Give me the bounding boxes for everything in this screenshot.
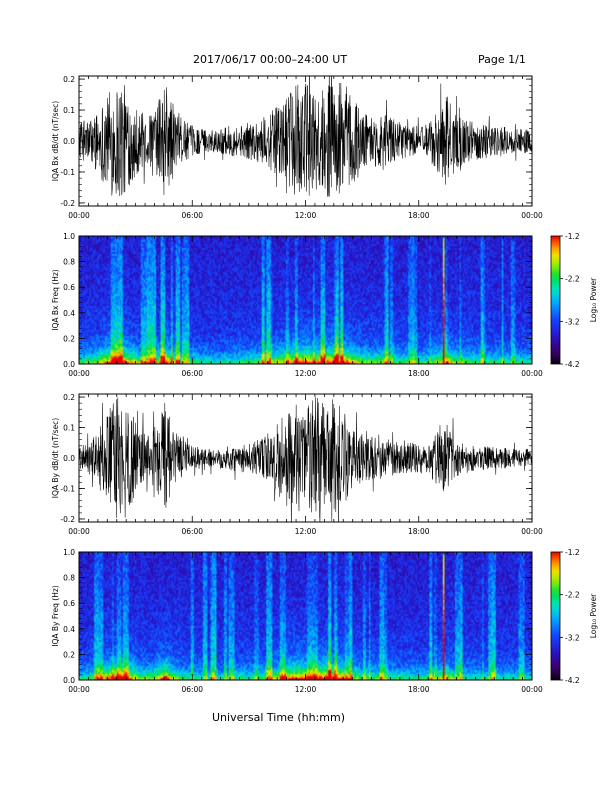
y-tick-label: 0.0 [63,137,75,146]
y-tick-label: -0.2 [60,515,75,524]
y-tick-label: 0.1 [63,106,75,115]
colorbar-title: Log₁₀ Power [589,277,598,322]
colorbar-title: Log₁₀ Power [589,593,598,638]
y-tick-label: 0.2 [63,334,75,343]
spectrogram-image [79,552,532,680]
y-tick-label: 0.0 [63,676,75,685]
y-tick-label: 0.6 [63,283,75,292]
colorbar-2: -1.2 -2.2 -3.2 -4.2 Log₁₀ Power [550,232,598,369]
y-tick-label: 0.1 [63,424,75,433]
colorbar-tick-label: -2.2 [565,275,580,284]
colorbar-4: -1.2 -2.2 -3.2 -4.2 Log₁₀ Power [550,548,598,685]
x-tick-label: 00:00 [521,527,543,536]
colorbar-scale [550,235,561,365]
y-tick-label: 0.6 [63,599,75,608]
y-tick-label: -0.1 [60,168,75,177]
y-tick-label: -0.2 [60,199,75,208]
x-tick-label: 12:00 [295,369,317,378]
y-axis-title: IQA Bx Freq (Hz) [51,269,60,331]
plot-frame [78,75,533,207]
x-tick-label: 18:00 [408,527,430,536]
x-tick-label: 00:00 [68,369,90,378]
y-tick-label: 1.0 [63,232,75,241]
panel-2-axes: 00:00 06:00 12:00 18:00 00:000.00.20.40.60.8… [51,232,543,378]
y-tick-label: 1.0 [63,548,75,557]
y-tick-label: 0.8 [63,258,75,267]
colorbar-tick-label: -1.2 [565,548,580,557]
x-tick-label: 00:00 [68,685,90,694]
x-tick-label: 00:00 [521,369,543,378]
x-tick-label: 18:00 [408,211,430,220]
x-tick-label: 12:00 [295,211,317,220]
y-tick-label: 0.0 [63,454,75,463]
colorbar-tick-label: -3.2 [565,317,580,326]
y-tick-label: 0.4 [63,625,75,634]
trace-line [79,397,532,522]
x-tick-label: 18:00 [408,369,430,378]
x-axis-title: Universal Time (hh:mm) [212,711,345,724]
x-tick-label: 06:00 [181,527,203,536]
y-tick-label: 0.0 [63,360,75,369]
x-tick-label: 18:00 [408,685,430,694]
panel-1-trace [79,76,532,197]
y-axis-title: IQA By dB/dt (nT/sec) [51,418,60,499]
y-axis-title: IQA By Freq (Hz) [51,585,60,647]
colorbar-tick-label: -1.2 [565,232,580,241]
page-number: Page 1/1 [478,53,526,66]
x-tick-label: 00:00 [68,527,90,536]
colorbar-tick-label: -4.2 [565,676,580,685]
trace-line [79,76,532,197]
panel-3-axes: 00:00 06:00 12:00 18:00 00:00 -0.2 -0.1 0.0 0.1 0… [51,393,543,536]
y-axis-title: IQA Bx dB/dt (nT/sec) [51,101,60,182]
panel-3-trace [79,397,532,522]
y-tick-label: -0.1 [60,484,75,493]
x-tick-label: 06:00 [181,685,203,694]
panel-4-axes: 00:00 06:00 12:00 18:00 00:000.00.20.40.60.8… [51,548,543,694]
plot-frame [78,235,533,365]
x-tick-label: 00:00 [521,685,543,694]
x-tick-label: 12:00 [295,685,317,694]
y-tick-label: 0.8 [63,574,75,583]
colorbar-tick-label: -2.2 [565,591,580,600]
x-tick-label: 06:00 [181,369,203,378]
y-tick-label: 0.4 [63,309,75,318]
colorbar-scale [550,551,561,681]
plot-frame [78,551,533,681]
x-tick-label: 00:00 [521,211,543,220]
y-tick-label: 0.2 [63,75,75,84]
x-tick-label: 06:00 [181,211,203,220]
colorbar-tick-label: -3.2 [565,633,580,642]
y-tick-label: 0.2 [63,650,75,659]
plot-frame [78,393,533,523]
x-tick-label: 00:00 [68,211,90,220]
page-title: 2017/06/17 00:00–24:00 UT [193,53,348,66]
x-tick-label: 12:00 [295,527,317,536]
panel-1-axes: 00:00 06:00 12:00 18:00 00:00 -0.2 -0.1 0.0 0.1 0… [51,75,543,220]
y-tick-label: 0.2 [63,393,75,402]
spectrogram-image [79,236,532,364]
colorbar-tick-label: -4.2 [565,360,580,369]
